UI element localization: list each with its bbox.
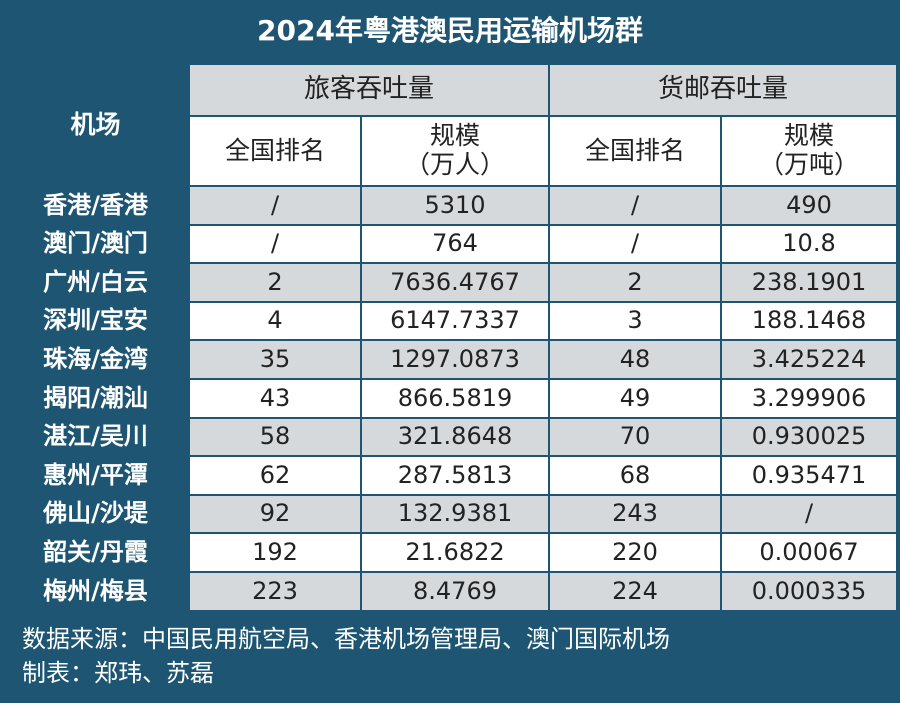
table-cell: 0.00067	[722, 534, 896, 571]
airport-name: 澳门/澳门	[3, 225, 188, 263]
airport-name: 佛山/沙堤	[3, 495, 188, 533]
header-passenger: 旅客吞吐量	[190, 65, 548, 115]
table-cell: /	[550, 225, 720, 263]
footer-line: 数据来源：中国民用航空局、香港机场管理局、澳门国际机场	[22, 623, 882, 656]
table-cell: 62	[190, 457, 360, 494]
table-cell: 223	[190, 573, 360, 610]
table-cell: 0.930025	[722, 418, 896, 456]
table-cell: 68	[550, 457, 720, 494]
table-cell: 1297.0873	[362, 341, 548, 378]
table-cell: /	[722, 495, 896, 533]
header-airport: 机场	[3, 65, 188, 185]
table-cell: 49	[550, 380, 720, 417]
table-cell: 321.8648	[362, 418, 548, 456]
table-cell: 192	[190, 534, 360, 571]
airport-name: 珠海/金湾	[3, 341, 188, 378]
header-sub: 规模 （万人）	[362, 117, 548, 185]
table-cell: 490	[722, 187, 896, 224]
table-cell: 4	[190, 302, 360, 340]
table-cell: 764	[362, 225, 548, 263]
table-cell: 238.1901	[722, 264, 896, 301]
table-cell: 6147.7337	[362, 302, 548, 340]
table-cell: 21.6822	[362, 534, 548, 571]
header-sub: 规模 （万吨）	[722, 117, 896, 185]
table-cell: 866.5819	[362, 380, 548, 417]
table-cell: 3.299906	[722, 380, 896, 417]
table-cell: /	[190, 225, 360, 263]
table-cell: 70	[550, 418, 720, 456]
header-cargo: 货邮吞吐量	[550, 65, 896, 115]
table-cell: 132.9381	[362, 495, 548, 533]
table-cell: 7636.4767	[362, 264, 548, 301]
airport-name: 广州/白云	[3, 264, 188, 301]
airport-name: 深圳/宝安	[3, 302, 188, 340]
table-cell: 3.425224	[722, 341, 896, 378]
table-cell: 92	[190, 495, 360, 533]
table-cell: 8.4769	[362, 573, 548, 610]
airport-name: 惠州/平潭	[3, 457, 188, 494]
table-cell: /	[190, 187, 360, 224]
table-cell: 3	[550, 302, 720, 340]
table-cell: 35	[190, 341, 360, 378]
airport-name: 香港/香港	[3, 187, 188, 224]
airport-name: 韶关/丹霞	[3, 534, 188, 571]
airport-name: 梅州/梅县	[3, 573, 188, 610]
airport-name: 湛江/吴川	[3, 418, 188, 456]
header-sub: 全国排名	[550, 117, 720, 185]
table-cell: 287.5813	[362, 457, 548, 494]
header-sub: 全国排名	[190, 117, 360, 185]
table-cell: 220	[550, 534, 720, 571]
table-cell: 2	[550, 264, 720, 301]
table-cell: 2	[190, 264, 360, 301]
table-cell: 0.935471	[722, 457, 896, 494]
airport-name: 揭阳/潮汕	[3, 380, 188, 417]
table-cell: 48	[550, 341, 720, 378]
table-cell: 5310	[362, 187, 548, 224]
table-cell: 243	[550, 495, 720, 533]
table-cell: /	[550, 187, 720, 224]
table-cell: 224	[550, 573, 720, 610]
table-cell: 188.1468	[722, 302, 896, 340]
footer-line: 制表：郑玮、苏磊	[22, 657, 882, 690]
table-cell: 0.000335	[722, 573, 896, 610]
table-cell: 10.8	[722, 225, 896, 263]
table-cell: 58	[190, 418, 360, 456]
title: 2024年粤港澳民用运输机场群	[0, 0, 900, 62]
table-cell: 43	[190, 380, 360, 417]
